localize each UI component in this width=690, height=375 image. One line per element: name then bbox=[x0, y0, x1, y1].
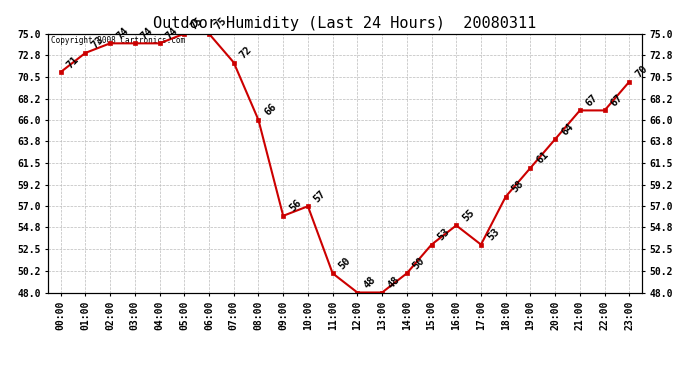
Text: 75: 75 bbox=[188, 16, 204, 32]
Text: 57: 57 bbox=[312, 188, 328, 204]
Text: 72: 72 bbox=[238, 44, 254, 60]
Text: 48: 48 bbox=[362, 274, 377, 290]
Text: 71: 71 bbox=[65, 54, 81, 70]
Text: 70: 70 bbox=[633, 64, 649, 80]
Text: 74: 74 bbox=[139, 25, 155, 41]
Text: 50: 50 bbox=[337, 255, 353, 271]
Text: 53: 53 bbox=[435, 226, 452, 242]
Text: 53: 53 bbox=[485, 226, 501, 242]
Text: 48: 48 bbox=[386, 274, 402, 290]
Text: 61: 61 bbox=[535, 150, 551, 166]
Text: 50: 50 bbox=[411, 255, 427, 271]
Text: 67: 67 bbox=[609, 92, 624, 108]
Text: Copyright 2008 Cartronics.com: Copyright 2008 Cartronics.com bbox=[51, 36, 186, 45]
Text: 64: 64 bbox=[560, 121, 575, 137]
Text: 55: 55 bbox=[460, 207, 476, 223]
Text: 74: 74 bbox=[164, 25, 179, 41]
Text: 73: 73 bbox=[90, 35, 106, 51]
Text: 66: 66 bbox=[263, 102, 279, 118]
Text: 74: 74 bbox=[115, 25, 130, 41]
Text: 58: 58 bbox=[510, 178, 526, 195]
Title: Outdoor Humidity (Last 24 Hours)  20080311: Outdoor Humidity (Last 24 Hours) 2008031… bbox=[153, 16, 537, 31]
Text: 67: 67 bbox=[584, 92, 600, 108]
Text: 56: 56 bbox=[287, 198, 304, 214]
Text: 75: 75 bbox=[213, 16, 229, 32]
